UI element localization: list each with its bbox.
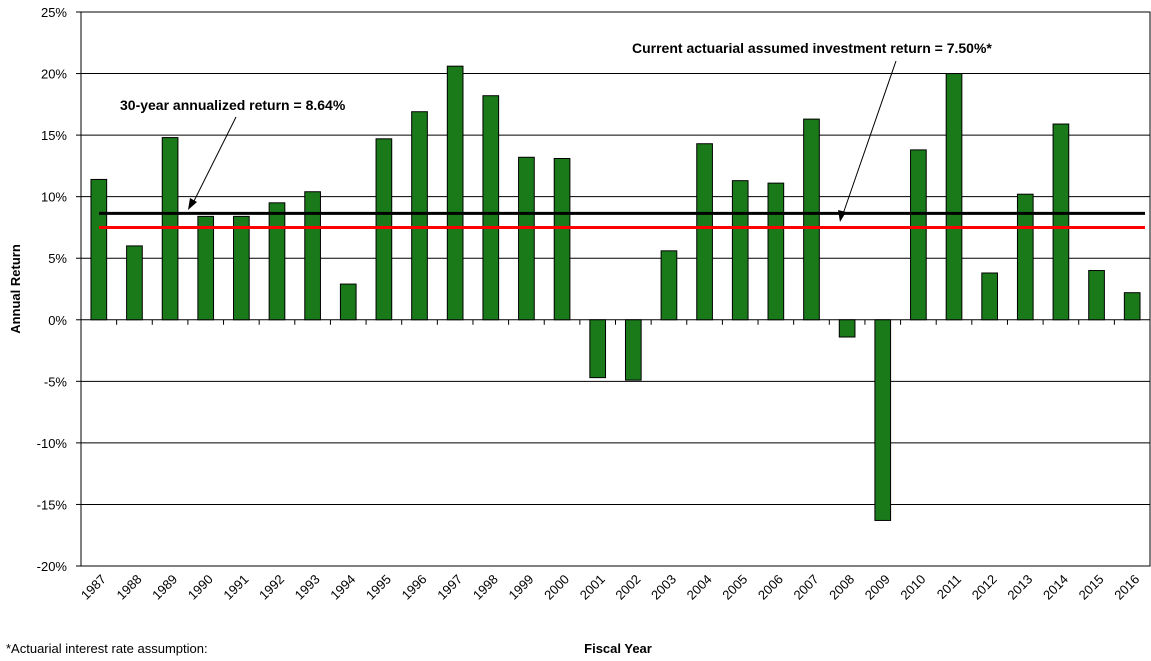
x-tick-label: 2002: [612, 572, 643, 603]
x-tick-label: 1992: [256, 572, 287, 603]
arrowhead: [188, 198, 197, 210]
y-tick-label: -5%: [44, 374, 68, 389]
annotation: 30-year annualized return = 8.64%: [120, 97, 346, 113]
bar: [1088, 270, 1105, 321]
bar: [339, 283, 357, 321]
x-tick-label: 2004: [684, 572, 715, 603]
y-tick-label: 5%: [48, 251, 67, 266]
x-tick-label: 2000: [541, 572, 572, 603]
x-tick-label: 2016: [1111, 572, 1142, 603]
x-tick-label: 1999: [505, 572, 536, 603]
x-tick-label: 2005: [719, 572, 750, 603]
bar: [482, 95, 500, 321]
bar: [1016, 193, 1034, 321]
x-tick-label: 2012: [969, 572, 1000, 603]
bar: [624, 319, 642, 381]
bar: [197, 215, 215, 321]
arrow: [842, 60, 897, 215]
bar: [446, 65, 464, 321]
bar: [411, 111, 428, 321]
bar: [518, 156, 535, 321]
x-tick-label: 2009: [862, 572, 893, 603]
bar: [910, 149, 927, 321]
x-tick-label: 2010: [897, 572, 928, 603]
x-tick-label: 2014: [1040, 572, 1071, 603]
y-tick-label: 15%: [41, 128, 67, 143]
x-tick-label: 1989: [149, 572, 180, 603]
x-tick-label: 2015: [1076, 572, 1107, 603]
bar: [660, 250, 678, 321]
bar: [375, 138, 393, 321]
x-tick-label: 1993: [292, 572, 323, 603]
x-tick-label: 2013: [1004, 572, 1035, 603]
y-tick-label: 0%: [48, 313, 67, 328]
x-tick-label: 2001: [577, 572, 608, 603]
x-tick-label: 1997: [434, 572, 465, 603]
x-tick-label: 1994: [327, 572, 358, 603]
bar: [1052, 123, 1070, 321]
x-tick-label: 2003: [648, 572, 679, 603]
x-tick-label: 2008: [826, 572, 857, 603]
x-tick-label: 1987: [78, 572, 109, 603]
x-tick-label: 1995: [363, 572, 394, 603]
bar: [838, 319, 856, 338]
x-tick-label: 1988: [114, 572, 145, 603]
x-tick-label: 1990: [185, 572, 216, 603]
y-tick-label: 20%: [41, 67, 67, 82]
y-tick-label: 25%: [41, 5, 67, 20]
bar: [803, 118, 820, 321]
x-tick-label: 1991: [220, 572, 251, 603]
x-tick-label: 1998: [470, 572, 501, 603]
bar: [696, 143, 713, 321]
y-tick-label: -20%: [37, 559, 68, 574]
plot-frame: [80, 11, 1151, 567]
x-tick-label: 1996: [399, 572, 430, 603]
arrow: [192, 116, 237, 204]
x-tick-label: 2006: [755, 572, 786, 603]
bar: [553, 158, 571, 321]
y-axis-label: Annual Return: [8, 244, 23, 334]
bar: [874, 319, 892, 521]
arrowhead: [838, 210, 846, 222]
y-tick-label: 10%: [41, 190, 67, 205]
bar: [589, 319, 607, 379]
x-tick-label: 2007: [791, 572, 822, 603]
bar: [268, 202, 286, 321]
bar: [981, 272, 998, 321]
bar: [945, 73, 963, 321]
bar: [304, 191, 321, 321]
x-axis-label: Fiscal Year: [584, 641, 652, 656]
y-tick-label: -10%: [37, 436, 68, 451]
x-tick-label: 2011: [934, 572, 964, 602]
bar: [233, 215, 250, 321]
bar: [90, 178, 108, 321]
y-tick-label: -15%: [37, 497, 68, 512]
bar: [731, 180, 749, 321]
footnote: *Actuarial interest rate assumption:: [6, 641, 208, 656]
bar: [767, 182, 785, 321]
annotation: Current actuarial assumed investment ret…: [632, 40, 992, 56]
bar: [126, 245, 143, 321]
bar: [1123, 292, 1141, 321]
